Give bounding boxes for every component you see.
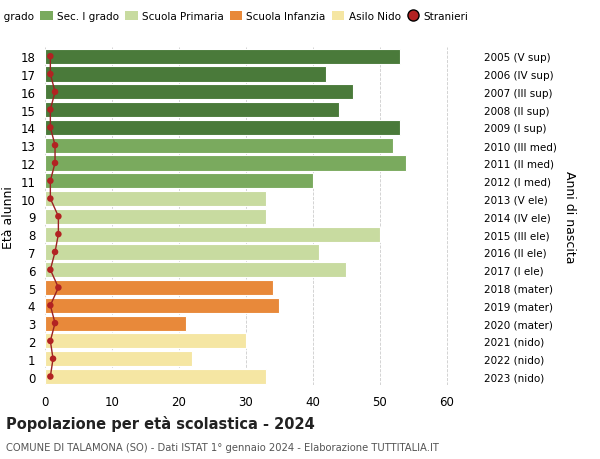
Bar <box>45 245 319 260</box>
Bar <box>45 369 266 384</box>
Text: Popolazione per età scolastica - 2024: Popolazione per età scolastica - 2024 <box>6 415 315 431</box>
Point <box>46 71 55 78</box>
Point <box>46 373 55 381</box>
Point <box>46 53 55 61</box>
Bar <box>45 85 353 100</box>
Bar <box>45 103 340 118</box>
Bar <box>45 156 406 171</box>
Bar <box>45 50 400 65</box>
Bar <box>45 121 400 136</box>
Point <box>53 231 63 238</box>
Bar <box>45 209 266 224</box>
Point <box>46 302 55 309</box>
Bar <box>45 227 380 242</box>
Point <box>50 320 60 327</box>
Point <box>46 337 55 345</box>
Point <box>50 89 60 96</box>
Point <box>53 284 63 291</box>
Bar <box>45 316 185 331</box>
Point <box>50 249 60 256</box>
Point <box>53 213 63 220</box>
Point <box>50 142 60 150</box>
Bar <box>45 67 326 82</box>
Y-axis label: Anni di nascita: Anni di nascita <box>563 171 577 263</box>
Bar <box>45 138 393 153</box>
Bar <box>45 263 346 278</box>
Point <box>50 160 60 167</box>
Bar <box>45 298 279 313</box>
Bar <box>45 280 272 296</box>
Text: COMUNE DI TALAMONA (SO) - Dati ISTAT 1° gennaio 2024 - Elaborazione TUTTITALIA.I: COMUNE DI TALAMONA (SO) - Dati ISTAT 1° … <box>6 442 439 452</box>
Point <box>46 106 55 114</box>
Bar <box>45 174 313 189</box>
Legend: Sec. II grado, Sec. I grado, Scuola Primaria, Scuola Infanzia, Asilo Nido, Stran: Sec. II grado, Sec. I grado, Scuola Prim… <box>0 10 470 24</box>
Bar <box>45 352 192 366</box>
Bar <box>45 191 266 207</box>
Point <box>46 196 55 203</box>
Point <box>46 267 55 274</box>
Point <box>48 355 58 363</box>
Point <box>46 124 55 132</box>
Y-axis label: Età alunni: Età alunni <box>2 185 15 248</box>
Point <box>46 178 55 185</box>
Bar <box>45 334 246 349</box>
